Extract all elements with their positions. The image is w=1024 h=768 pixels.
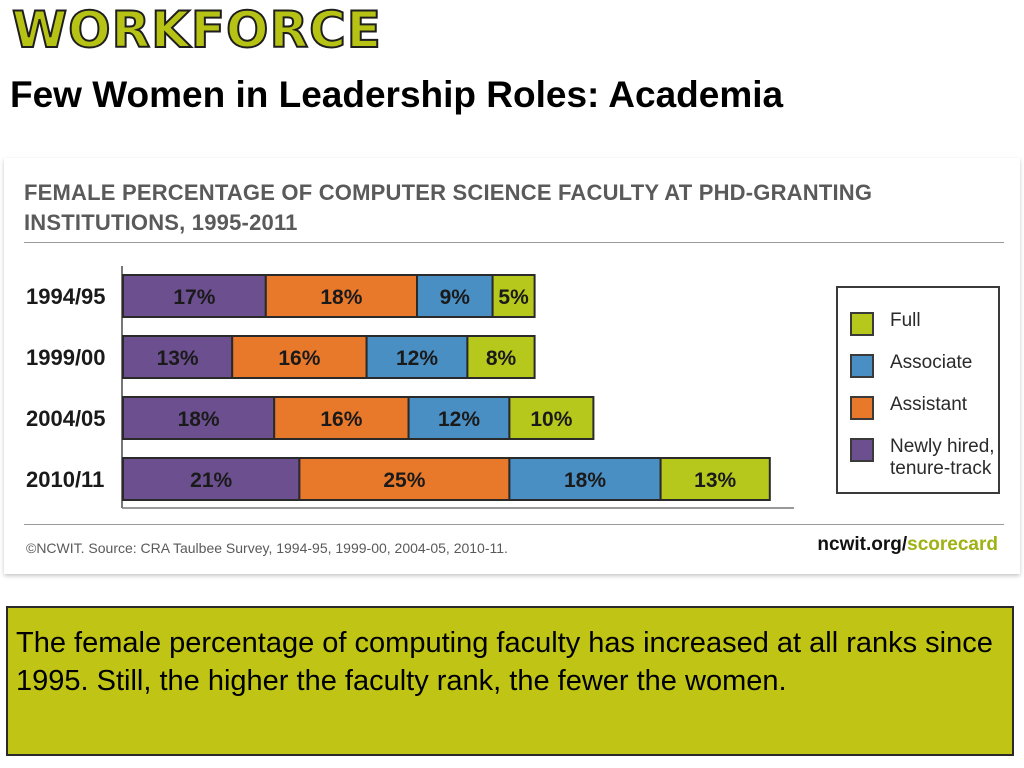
summary-text: The female percentage of computing facul… [16,627,993,697]
category-label-0: 1994/95 [26,284,106,309]
source-divider [24,524,1004,525]
ncwit-brand: ncwit.org/scorecard [817,534,998,556]
bar-segment-3-2 [508,457,662,501]
legend-label-associate: Associate [890,352,973,373]
legend-swatch-newly-hired [850,438,874,462]
data-label-3-0: 21% [190,469,232,492]
bar-segment-1-3 [466,335,536,379]
bar-segment-3-0 [122,457,301,501]
bar-segment-0-0 [122,274,267,318]
legend-item-assistant: Assistant [850,394,1000,420]
category-label-2: 2004/05 [26,406,106,431]
legend-label-assistant: Assistant [890,394,968,415]
bar-segment-0-2 [416,274,494,318]
brand-accent: scorecard [907,534,998,555]
legend-label-full: Full [890,310,921,331]
data-label-3-3: 13% [694,469,736,492]
bar-segment-1-0 [122,335,234,379]
data-label-0-2: 9% [440,286,471,309]
legend-swatch-associate [850,354,874,378]
slide-title: Few Women in Leadership Roles: Academia [10,74,784,115]
bar-segment-1-2 [365,335,469,379]
data-label-2-2: 12% [438,408,480,431]
summary-note: The female percentage of computing facul… [6,606,1014,756]
data-label-3-2: 18% [564,469,606,492]
data-label-1-0: 13% [157,347,199,370]
legend-swatch-full [850,312,874,336]
legend-swatch-assistant [850,396,874,420]
legend-item-newly-hired: Newly hired, tenure-track [850,436,1000,480]
title-divider [24,242,1004,243]
data-label-2-3: 10% [530,408,572,431]
legend-item-full: Full [850,310,1000,336]
data-label-1-2: 12% [396,347,438,370]
bar-segment-2-1 [273,396,410,440]
bar-segment-0-3 [491,274,536,318]
bar-segment-3-3 [659,457,771,501]
data-label-2-0: 18% [178,408,220,431]
data-label-1-1: 16% [278,347,320,370]
data-label-3-1: 25% [383,469,425,492]
data-label-0-1: 18% [320,286,362,309]
chart-panel: FEMALE PERCENTAGE OF COMPUTER SCIENCE FA… [4,158,1020,574]
bar-segment-2-3 [508,396,595,440]
data-label-0-3: 5% [498,286,529,309]
brand-prefix: ncwit.org/ [817,534,908,555]
category-label-3: 2010/11 [26,467,104,492]
legend-label-newly-hired: Newly hired, tenure-track [890,436,995,479]
chart-legend: Full Associate Assistant Newly hired, te… [836,286,1000,494]
data-label-2-1: 16% [320,408,362,431]
bar-segment-3-1 [298,457,511,501]
legend-item-associate: Associate [850,352,1000,378]
chart-title: FEMALE PERCENTAGE OF COMPUTER SCIENCE FA… [24,180,873,235]
workforce-logo: WORKFORCE [11,1,382,59]
bar-segment-0-1 [264,274,418,318]
category-label-1: 1999/00 [26,345,106,370]
source-note: ©NCWIT. Source: CRA Taulbee Survey, 1994… [26,540,508,556]
bar-segment-1-1 [231,335,368,379]
bar-segment-2-2 [407,396,511,440]
data-label-0-0: 17% [173,286,215,309]
data-label-1-3: 8% [486,347,517,370]
stacked-bar-chart: 1994/95 17% 18% 9% 5% 1999/00 13% 16% 12% 8% 2004/… [26,266,794,509]
